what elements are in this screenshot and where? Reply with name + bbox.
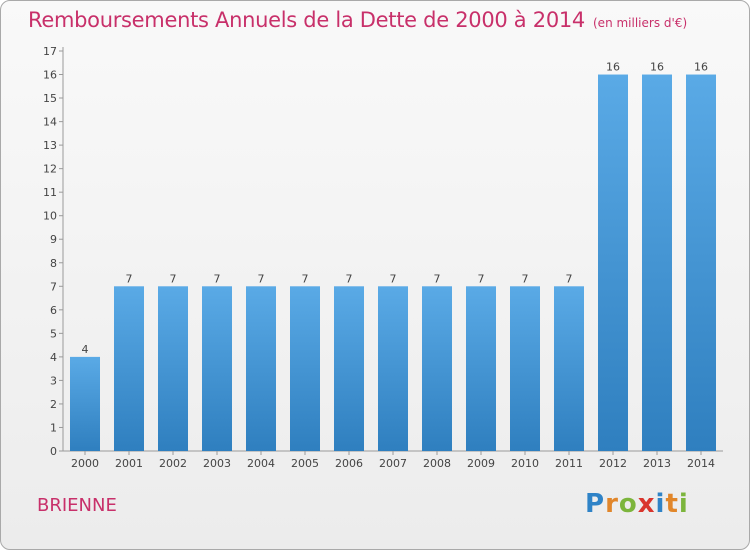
- chart-unit: (en milliers d'€): [593, 16, 688, 30]
- bar-2002: [158, 286, 188, 451]
- x-tick-label-2009: 2009: [467, 457, 495, 470]
- y-tick-label: 12: [43, 163, 57, 176]
- value-label-2007: 7: [390, 272, 397, 285]
- location-name: BRIENNE: [37, 495, 117, 516]
- bar-2001: [114, 286, 144, 451]
- y-tick-label: 10: [43, 210, 57, 223]
- y-tick-label: 16: [43, 69, 57, 82]
- value-label-2012: 16: [606, 61, 620, 74]
- value-label-2006: 7: [346, 272, 353, 285]
- x-tick-label-2014: 2014: [687, 457, 715, 470]
- x-tick-label-2010: 2010: [511, 457, 539, 470]
- value-label-2005: 7: [302, 272, 309, 285]
- value-label-2008: 7: [434, 272, 441, 285]
- bar-2014: [686, 74, 716, 451]
- value-label-2001: 7: [126, 272, 133, 285]
- chart-title: Remboursements Annuels de la Dette de 20…: [28, 8, 585, 32]
- y-tick-label: 8: [50, 257, 57, 270]
- x-tick-label-2007: 2007: [379, 457, 407, 470]
- y-tick-label: 4: [50, 351, 57, 364]
- chart-title-block: Remboursements Annuels de la Dette de 20…: [28, 8, 687, 32]
- x-tick-label-2001: 2001: [115, 457, 143, 470]
- y-tick-label: 15: [43, 92, 57, 105]
- y-tick-label: 0: [50, 445, 57, 458]
- x-tick-label-2013: 2013: [643, 457, 671, 470]
- y-tick-label: 6: [50, 304, 57, 317]
- bar-2009: [466, 286, 496, 451]
- y-tick-label: 7: [50, 280, 57, 293]
- value-label-2003: 7: [214, 272, 221, 285]
- x-tick-label-2012: 2012: [599, 457, 627, 470]
- y-tick-label: 2: [50, 398, 57, 411]
- bar-2003: [202, 286, 232, 451]
- value-label-2004: 7: [258, 272, 265, 285]
- x-tick-label-2006: 2006: [335, 457, 363, 470]
- chart-labels: 4 2000 7 2001 7 2002 7 2003 7 2004 7 2005 7 2006 7 2007…: [71, 61, 715, 470]
- chart-bars: [70, 74, 716, 451]
- bar-2013: [642, 74, 672, 451]
- bar-2008: [422, 286, 452, 451]
- x-tick-label-2005: 2005: [291, 457, 319, 470]
- y-tick-label: 1: [50, 421, 57, 434]
- y-tick-label: 13: [43, 139, 57, 152]
- bar-2006: [334, 286, 364, 451]
- x-tick-label-2011: 2011: [555, 457, 583, 470]
- bar-2000: [70, 356, 100, 451]
- bar-2010: [510, 286, 540, 451]
- bar-2005: [290, 286, 320, 451]
- proxiti-logo: Proxiti: [585, 489, 689, 519]
- value-label-2014: 16: [694, 61, 708, 74]
- bar-2004: [246, 286, 276, 451]
- bar-2012: [598, 74, 628, 451]
- value-label-2010: 7: [522, 272, 529, 285]
- value-label-2013: 16: [650, 61, 664, 74]
- x-tick-label-2004: 2004: [247, 457, 275, 470]
- y-tick-label: 11: [43, 186, 57, 199]
- y-tick-label: 9: [50, 233, 57, 246]
- x-tick-label-2008: 2008: [423, 457, 451, 470]
- value-label-2011: 7: [566, 272, 573, 285]
- x-tick-label-2003: 2003: [203, 457, 231, 470]
- y-tick-label: 14: [43, 116, 57, 129]
- bar-2007: [378, 286, 408, 451]
- x-tick-label-2000: 2000: [71, 457, 99, 470]
- value-label-2002: 7: [170, 272, 177, 285]
- value-label-2009: 7: [478, 272, 485, 285]
- y-tick-label: 5: [50, 327, 57, 340]
- value-label-2000: 4: [82, 343, 89, 356]
- y-tick-label: 17: [43, 45, 57, 58]
- x-tick-label-2002: 2002: [159, 457, 187, 470]
- y-tick-label: 3: [50, 374, 57, 387]
- bar-2011: [554, 286, 584, 451]
